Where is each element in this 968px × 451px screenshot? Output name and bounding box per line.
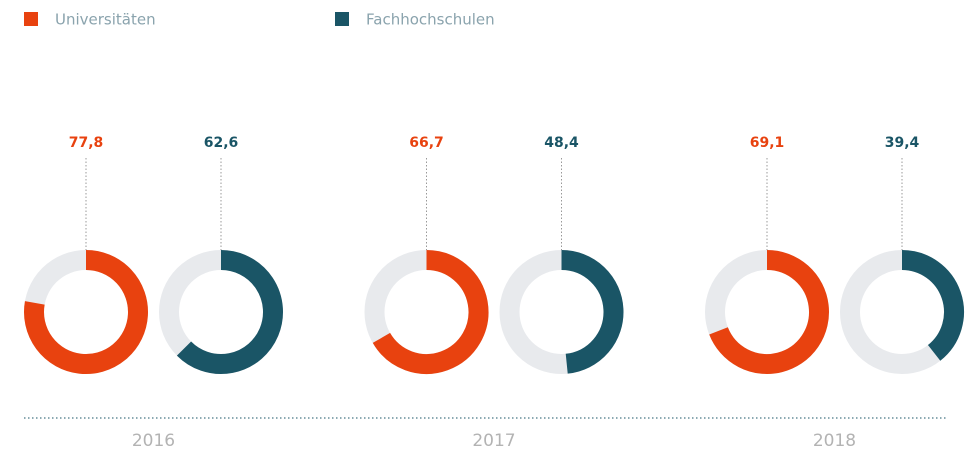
donut-arc (561, 250, 624, 374)
donut-arc (176, 250, 283, 374)
donut-arc (901, 250, 964, 361)
value-label: 69,1 (750, 135, 785, 151)
donut-arc (709, 250, 829, 374)
donut-arc (372, 250, 489, 374)
donut-arc (24, 250, 148, 374)
year-label: 2018 (813, 431, 856, 451)
value-label: 39,4 (885, 135, 920, 151)
legend-label: Fachhochschulen (366, 11, 495, 29)
legend-swatch (24, 12, 38, 26)
value-label: 62,6 (204, 135, 239, 151)
legend-swatch (335, 12, 349, 26)
value-label: 77,8 (69, 135, 104, 151)
value-label: 48,4 (544, 135, 579, 151)
legend-label: Universitäten (55, 11, 156, 29)
year-label: 2016 (132, 431, 175, 451)
value-label: 66,7 (409, 135, 444, 151)
year-label: 2017 (472, 431, 515, 451)
